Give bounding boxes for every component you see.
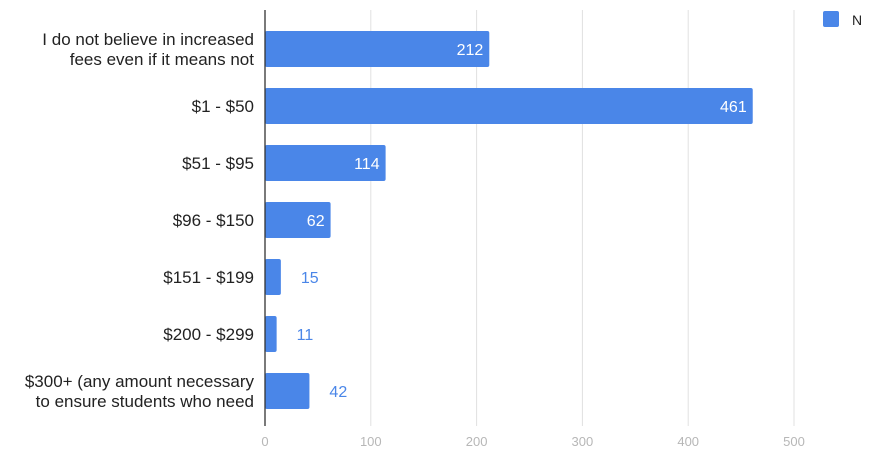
category-label: I do not believe in increased fees even i… <box>42 30 254 69</box>
legend: N <box>823 11 862 28</box>
data-label: 62 <box>307 213 325 230</box>
data-label: 114 <box>354 156 380 173</box>
data-label: 11 <box>297 327 314 344</box>
x-tick-label: 0 <box>261 434 268 449</box>
data-label: 461 <box>720 99 747 116</box>
legend-swatch <box>823 11 839 27</box>
x-tick-label: 500 <box>783 434 805 449</box>
gridlines <box>370 10 795 426</box>
data-label: 42 <box>329 384 347 401</box>
category-label: $96 - $150 <box>173 211 254 230</box>
category-label: $1 - $50 <box>192 97 254 116</box>
category-label: $300+ (any amount necessary to ensure stu… <box>25 372 255 411</box>
category-label: $151 - $199 <box>163 268 254 287</box>
bar <box>265 31 490 67</box>
x-tick-label: 200 <box>466 434 488 449</box>
category-label: $200 - $299 <box>163 325 254 344</box>
legend-label: N <box>852 12 862 28</box>
data-label: 212 <box>457 42 484 59</box>
bar <box>265 373 310 409</box>
bar <box>265 145 386 181</box>
bar <box>265 259 281 295</box>
bar <box>265 88 753 124</box>
category-label: $51 - $95 <box>182 154 254 173</box>
labels: 0 100 200 300 400 500 212 I do not believe in i… <box>25 30 805 449</box>
bars <box>265 31 753 409</box>
x-tick-label: 300 <box>572 434 594 449</box>
bar <box>265 316 277 352</box>
data-label: 15 <box>301 270 319 287</box>
x-tick-label: 400 <box>677 434 699 449</box>
x-tick-label: 100 <box>360 434 382 449</box>
bar <box>265 202 331 238</box>
